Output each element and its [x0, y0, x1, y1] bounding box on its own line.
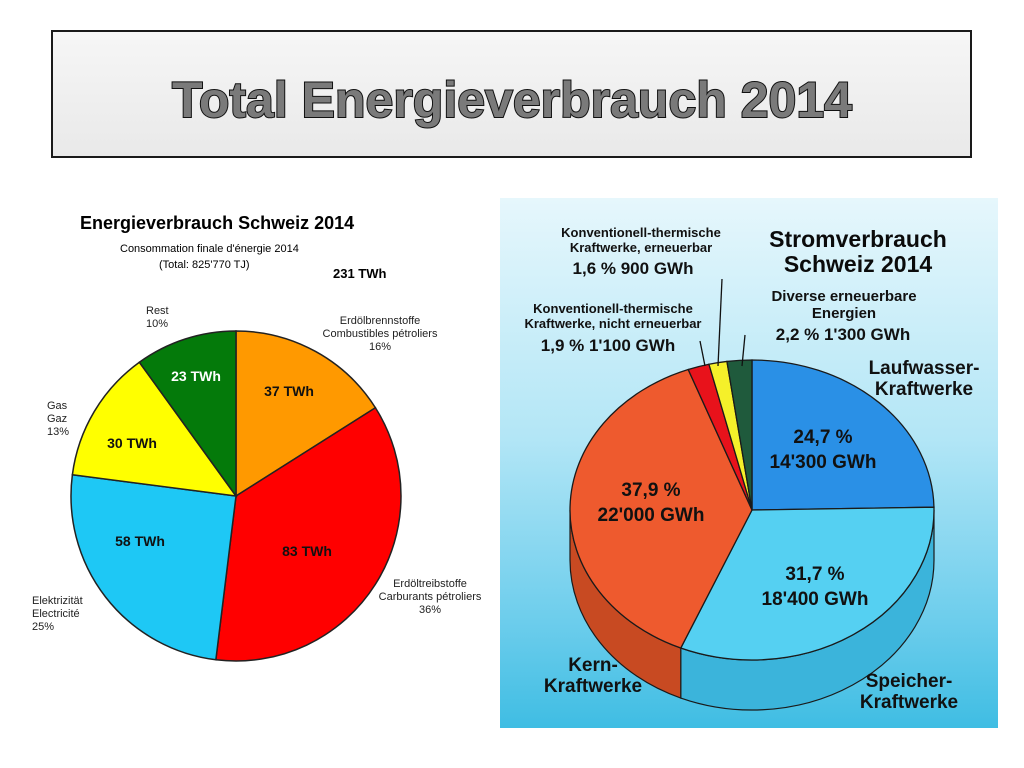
energy-pie-category-label: Elektrizität Electricité 25% [32, 595, 83, 633]
energy-pie-category-label: Rest 10% [146, 305, 169, 330]
energy-pie-category-label: Erdölbrennstoffe Combustibles pétroliers 1… [323, 315, 438, 353]
electricity-chart-title-line-1: Stromverbrauch [769, 226, 947, 252]
electricity-pie-slice [569, 368, 753, 649]
energy-chart-total-twh: 231 TWh [333, 266, 387, 281]
energy-pie-slice [215, 406, 402, 662]
energy-pie-value-label: 23 TWh [171, 368, 221, 384]
energy-pie-value-label: 37 TWh [264, 383, 314, 399]
energy-chart-title: Energieverbrauch Schweiz 2014 [80, 213, 354, 233]
slide-title-box [51, 30, 972, 158]
electricity-pie-category-label: Laufwasser-Kraftwerke [869, 358, 980, 400]
electricity-pie-leader-line [741, 334, 746, 367]
electricity-pie-slice [679, 506, 935, 661]
energy-pie-category-label: Gas Gaz 13% [47, 400, 69, 438]
energy-pie-value-label: 58 TWh [115, 533, 165, 549]
energy-chart-total-tj: (Total: 825'770 TJ) [159, 259, 250, 271]
electricity-pie-category-label: Konventionell-thermische Kraftwerke, erne… [561, 225, 721, 255]
energy-pie-slice [235, 330, 377, 498]
electricity-pie: 24,7 % 14'300 GWh 31,7 % 18'400 GWh 37,9 % 22… [524, 225, 979, 713]
electricity-pie-value-label: 24,7 % 14'300 GWh [770, 427, 877, 473]
slide-title-layer: Total Energieverbrauch 2014 [171, 71, 853, 129]
electricity-pie-slice [726, 359, 753, 511]
electricity-pie-category-label: Konventionell-thermische Kraftwerke, nich… [524, 301, 701, 331]
electricity-pie-category-label: Kern-Kraftwerke [544, 655, 642, 697]
electricity-pie-category-label: Speicher-Kraftwerke [860, 671, 958, 713]
energy-pie-slice [138, 330, 237, 499]
electricity-pie-value-label: 1,9 % 1'100 GWh [541, 336, 675, 355]
slide-title: Total Energieverbrauch 2014 [172, 72, 852, 128]
electricity-pie-value-label: 2,2 % 1'300 GWh [776, 325, 910, 344]
energy-pie-slice [70, 473, 237, 661]
electricity-pie-value-label: 37,9 % 22'000 GWh [598, 480, 705, 526]
energy-pie-value-label: 30 TWh [107, 435, 157, 451]
energy-pie-value-label: 83 TWh [282, 543, 332, 559]
electricity-pie-value-label: 1,6 % 900 GWh [573, 259, 694, 278]
electricity-chart-title-line-2: Schweiz 2014 [784, 251, 933, 277]
electricity-pie-value-label: 31,7 % 18'400 GWh [762, 564, 869, 610]
electricity-pie-category-label: Diverse erneuerbare Energien [771, 288, 916, 322]
electricity-pie-leader-line [717, 278, 723, 367]
energy-chart-subtitle: Consommation finale d'énergie 2014 [120, 243, 299, 255]
energy-pie: 37 TWh Erdölbrennstoffe Combustibles pétro… [32, 305, 482, 662]
electricity-pie-slice [751, 359, 935, 511]
electricity-pie-leader-line [699, 340, 706, 367]
energy-pie-slice [71, 361, 238, 497]
energy-pie-category-label: Erdöltreibstoffe Carburants pétroliers 36% [379, 578, 482, 616]
